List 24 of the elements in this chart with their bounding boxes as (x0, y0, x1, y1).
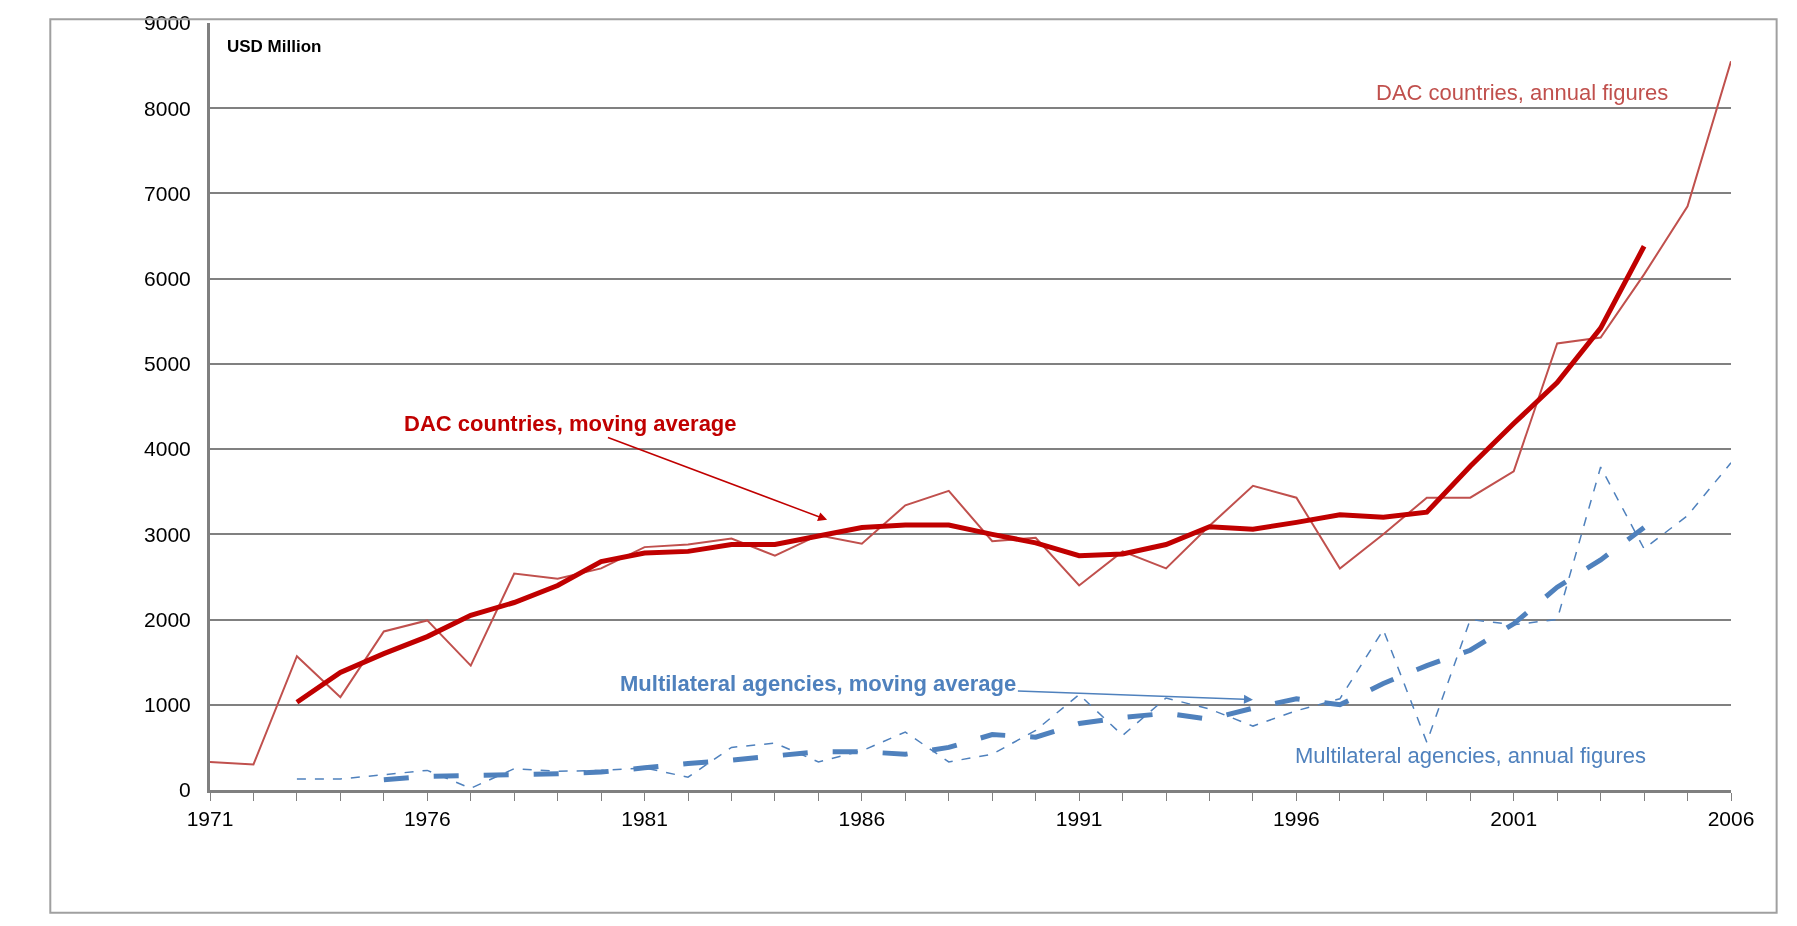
y-tick-label: 1000 (144, 693, 191, 717)
y-axis-title: USD Million (227, 37, 322, 56)
y-tick-label: 4000 (144, 437, 191, 461)
x-tick-label: 1976 (403, 807, 451, 831)
series-label: Multilateral agencies, moving average (620, 671, 1017, 696)
y-tick-label: 8000 (144, 96, 191, 120)
x-tick-label: 1991 (1055, 807, 1103, 831)
x-tick-label: 2006 (1707, 807, 1755, 831)
x-tick-label: 1981 (621, 807, 668, 831)
series-label: Multilateral agencies, annual figures (1295, 743, 1646, 768)
line-series (296, 462, 1731, 790)
x-tick-label: 1996 (1273, 807, 1320, 831)
x-tick-label: 1971 (186, 807, 234, 831)
y-tick-label: 5000 (144, 352, 191, 376)
y-tick-label: 2000 (144, 607, 191, 631)
y-tick-label: 7000 (144, 181, 191, 205)
x-tick-label: 2001 (1490, 807, 1538, 831)
x-tick-label: 1986 (838, 807, 886, 831)
text: DAC countries, annual figures (1376, 80, 1669, 105)
y-tick-label: 3000 (144, 522, 191, 546)
y-tick-label: 0 (179, 778, 191, 802)
text: DAC countries, moving average (404, 411, 737, 436)
y-tick-label: 6000 (144, 267, 191, 291)
line-series (210, 60, 1731, 766)
